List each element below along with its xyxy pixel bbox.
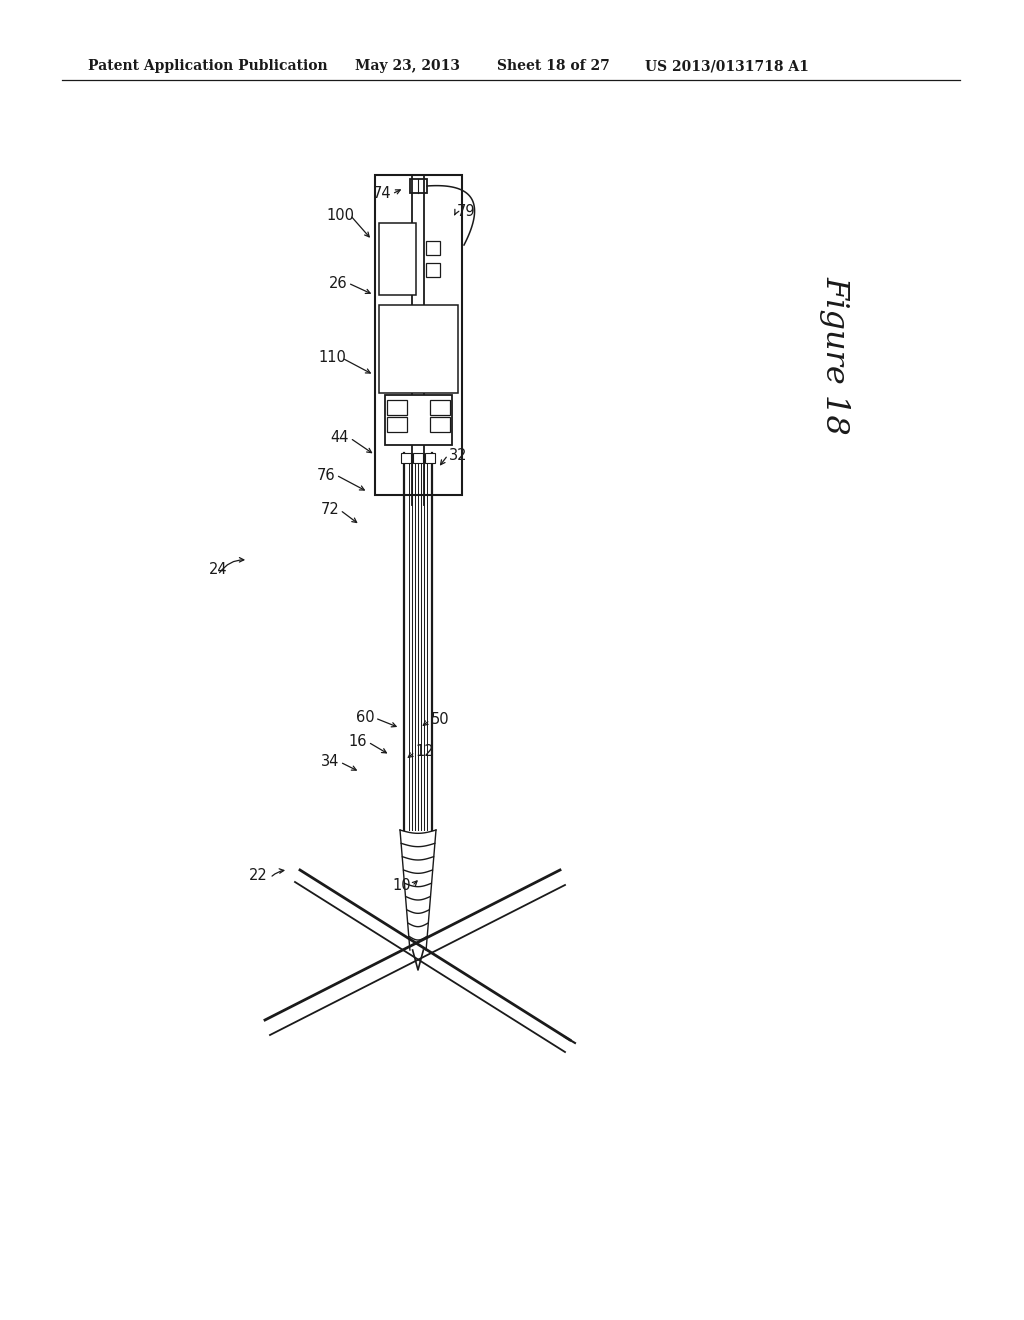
Bar [401, 453, 411, 463]
Text: 26: 26 [329, 276, 347, 290]
Text: 24: 24 [209, 562, 227, 578]
Text: 34: 34 [321, 755, 339, 770]
Text: 79: 79 [457, 205, 475, 219]
Text: May 23, 2013: May 23, 2013 [355, 59, 460, 73]
Text: 50: 50 [431, 713, 450, 727]
Text: Figure 18: Figure 18 [819, 276, 851, 434]
Bar [425, 453, 435, 463]
Text: 100: 100 [326, 207, 354, 223]
Text: 76: 76 [316, 467, 335, 483]
Text: 72: 72 [321, 503, 339, 517]
Bar [387, 417, 407, 432]
Text: Sheet 18 of 27: Sheet 18 of 27 [497, 59, 609, 73]
Text: 110: 110 [318, 351, 346, 366]
Text: 44: 44 [331, 430, 349, 446]
Bar [387, 400, 407, 414]
Text: 22: 22 [249, 867, 267, 883]
Text: 10: 10 [392, 879, 412, 894]
Bar [413, 453, 423, 463]
Bar [379, 305, 458, 393]
Text: 60: 60 [355, 710, 375, 726]
Bar [430, 400, 450, 414]
Bar [385, 395, 452, 445]
Bar [426, 263, 440, 277]
Text: 16: 16 [349, 734, 368, 750]
Bar [375, 176, 462, 495]
Text: Patent Application Publication: Patent Application Publication [88, 59, 328, 73]
Text: 12: 12 [416, 744, 434, 759]
Text: US 2013/0131718 A1: US 2013/0131718 A1 [645, 59, 809, 73]
Bar [430, 417, 450, 432]
Bar [379, 223, 416, 294]
Bar [410, 180, 427, 193]
Bar [426, 242, 440, 255]
Text: 74: 74 [373, 186, 391, 202]
Text: 32: 32 [449, 447, 467, 462]
